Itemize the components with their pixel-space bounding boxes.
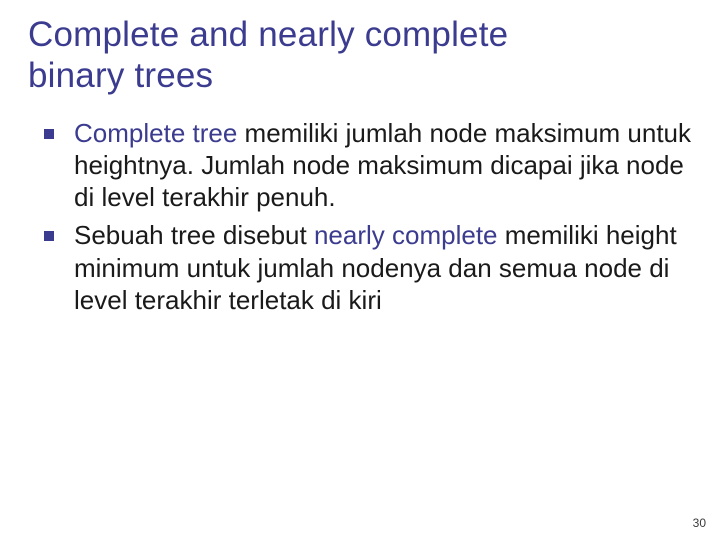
slide: Complete and nearly complete binary tree… bbox=[0, 0, 720, 540]
list-item: Sebuah tree disebut nearly complete memi… bbox=[28, 219, 692, 316]
page-number: 30 bbox=[693, 516, 706, 530]
title-line-1: Complete and nearly complete bbox=[28, 15, 508, 54]
title-line-2: binary trees bbox=[28, 56, 213, 95]
emphasis-text: nearly complete bbox=[314, 220, 498, 250]
slide-title: Complete and nearly complete binary tree… bbox=[28, 14, 692, 97]
bullet-square-icon bbox=[44, 231, 54, 241]
bullet-list: Complete tree memiliki jumlah node maksi… bbox=[28, 117, 692, 316]
body-text-pre: Sebuah tree disebut bbox=[74, 220, 314, 250]
emphasis-text: Complete tree bbox=[74, 118, 237, 148]
bullet-square-icon bbox=[44, 129, 54, 139]
list-item: Complete tree memiliki jumlah node maksi… bbox=[28, 117, 692, 214]
